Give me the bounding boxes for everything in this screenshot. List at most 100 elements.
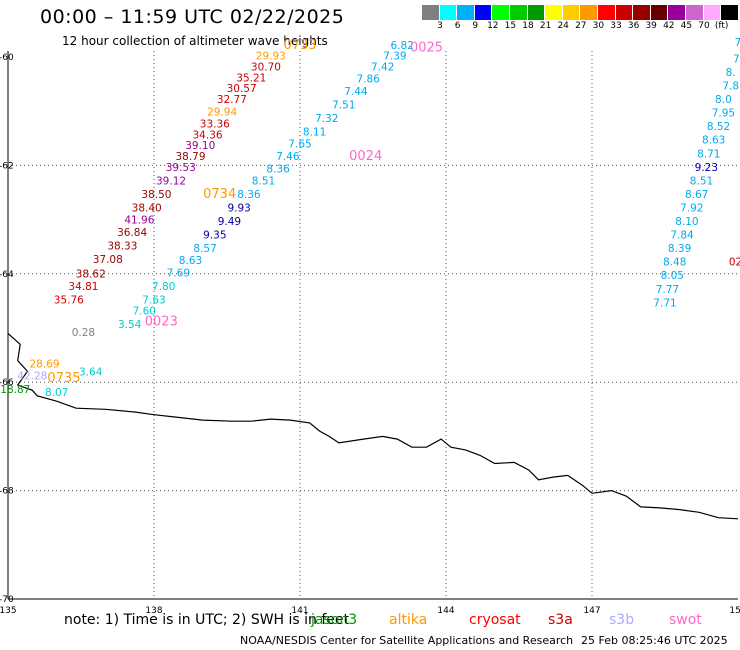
scale-label: 24 (557, 21, 569, 31)
scale-label: 3 (437, 21, 443, 31)
satellite-legend-item: s3b (609, 612, 635, 628)
scale-swatch (527, 5, 546, 20)
scale-swatch (545, 5, 563, 20)
wave-height-label: 9.93 (227, 202, 250, 214)
map-title: 00:00 – 11:59 UTC 02/22/2025 (40, 6, 345, 28)
wave-height-label: 38.33 (107, 240, 137, 252)
wave-height-label: 8.63 (179, 255, 202, 267)
wave-height-label: 7.46 (276, 151, 300, 163)
note-text: note: 1) Time is in UTC; 2) SWH is in fe… (64, 612, 350, 628)
wave-height-label: 34.36 (193, 129, 223, 141)
scale-label: 21 (539, 21, 552, 31)
pass-time-tag: 0735 (47, 371, 80, 386)
satellite-legend-item: swot (669, 612, 702, 628)
wave-height-label: 35.76 (54, 295, 84, 307)
wave-height-label: 38.62 (76, 269, 106, 281)
wave-height-label: 7.92 (680, 202, 703, 214)
wave-height-label: 7.80 (152, 281, 175, 293)
wave-height-label: 7.71 (653, 297, 676, 309)
scale-label: 9 (472, 21, 479, 31)
lon-tick-label: 141 (291, 606, 308, 616)
scale-label: 33 (610, 21, 622, 31)
wave-height-label: 7.63 (142, 295, 165, 307)
scale-label: 39 (645, 21, 657, 31)
scale-label: 15 (504, 21, 517, 31)
scale-label: 30 (592, 21, 605, 31)
wave-height-label: 34.81 (68, 281, 98, 293)
scale-swatch (721, 5, 739, 20)
scale-label: 12 (487, 21, 499, 31)
wave-height-label: 29.93 (256, 51, 286, 63)
scale-label: 42 (663, 21, 675, 31)
wave-height-label: 7.84 (670, 230, 694, 242)
wave-height-label: 3.54 (118, 319, 142, 331)
scale-swatch (457, 5, 475, 20)
wave-height-label: 8.48 (663, 257, 686, 269)
wave-height-label: 29.94 (207, 107, 237, 119)
lat-tick-label: -60 (0, 53, 14, 63)
satellite-legend-item: jason3 (311, 612, 358, 628)
wave-height-label: 41.96 (124, 214, 154, 226)
scale-swatch (439, 5, 458, 20)
footer-timestamp: 25 Feb 08:25:46 UTC 2025 (581, 634, 728, 647)
color-scale-bar (422, 5, 739, 20)
wave-height-label: 7. (733, 53, 740, 65)
wave-height-label: 39.53 (166, 162, 196, 174)
scale-swatch (633, 5, 651, 20)
wave-height-label: 8.36 (266, 163, 290, 175)
scale-swatch (509, 5, 528, 20)
wave-height-label: 8.52 (707, 121, 730, 133)
wave-height-label: 7.51 (332, 99, 355, 111)
wave-height-label: 8.51 (252, 175, 275, 187)
wave-height-label: 7.60 (133, 305, 156, 317)
wave-height-label: 37.08 (93, 254, 123, 266)
wave-height-label: 39.12 (156, 175, 186, 187)
pass-time-tag: 0734 (203, 187, 236, 202)
wave-height-label: 0.28 (72, 327, 95, 339)
wave-height-label: 3.64 (79, 367, 103, 379)
wave-height-label: 8.36 (237, 189, 261, 201)
pass-time-tag: 0023 (145, 314, 178, 329)
wave-height-label: 38.79 (175, 151, 205, 163)
wave-height-label: 42.28 (17, 370, 47, 382)
wave-height-label: 02 (729, 257, 740, 269)
scale-label: 36 (627, 21, 640, 31)
map-subtitle: 12 hour collection of altimeter wave hei… (62, 34, 328, 48)
lat-tick-label: -64 (0, 270, 14, 280)
lat-tick-label: -70 (0, 595, 14, 605)
pass-time-tag: 0024 (349, 149, 382, 164)
wave-height-label: 7.39 (383, 51, 406, 63)
pass-time-tag: 0025 (410, 41, 443, 56)
wave-height-label: 7.77 (656, 284, 679, 296)
wave-height-label: 38.40 (132, 202, 162, 214)
lon-tick-label: 150 (729, 606, 740, 616)
scale-label: 45 (680, 21, 693, 31)
wave-height-label: 9.49 (218, 216, 241, 228)
wave-height-label: 7.69 (167, 268, 190, 280)
lat-tick-label: -66 (0, 378, 14, 388)
wave-height-label: 32.77 (217, 94, 247, 106)
lon-tick-label: 144 (437, 606, 454, 616)
wave-height-label: 7.42 (371, 62, 394, 74)
wave-height-label: 6.82 (391, 40, 414, 52)
scale-swatch (650, 5, 669, 20)
wave-height-label: 7.95 (712, 108, 735, 120)
wave-height-label: 8.05 (661, 270, 684, 282)
wave-height-label: 9.23 (695, 162, 718, 174)
satellite-legend-item: altika (389, 612, 428, 628)
footer-credit: NOAA/NESDIS Center for Satellite Applica… (240, 634, 574, 647)
satellite-legend-item: cryosat (469, 612, 521, 628)
wave-height-label: 8.07 (45, 387, 68, 399)
scale-label: 18 (522, 21, 534, 31)
wave-height-label: 38.50 (141, 189, 171, 201)
wave-height-label: 33.36 (200, 118, 230, 130)
scale-swatch (580, 5, 598, 20)
scale-swatch (668, 5, 686, 20)
satellite-legend-item: s3a (548, 612, 573, 628)
wave-height-label: 8.0 (715, 94, 732, 106)
scale-swatch (562, 5, 581, 20)
wave-height-label: 7 (735, 37, 740, 49)
wave-height-label: 8.51 (690, 175, 713, 187)
scale-label: (ft) (714, 21, 729, 31)
